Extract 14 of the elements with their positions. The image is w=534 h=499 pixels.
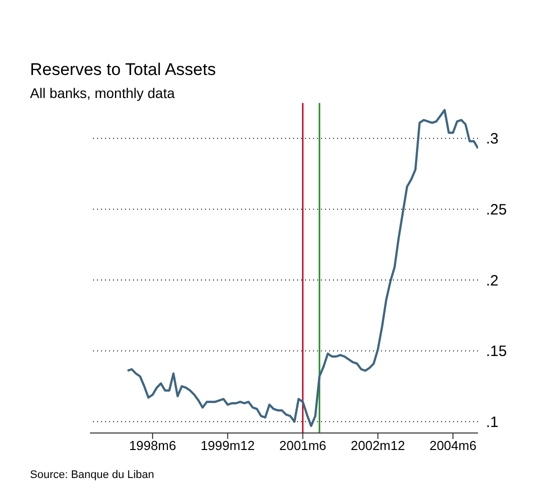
y-tick-label: .15 xyxy=(486,343,507,360)
line-series xyxy=(126,108,478,428)
x-tick-label: 2002m12 xyxy=(350,438,405,454)
source-note: Source: Banque du Liban xyxy=(30,469,154,481)
y-tick-label: .3 xyxy=(486,130,499,148)
x-tick-label: 2001m6 xyxy=(279,438,326,454)
chart-title: Reserves to Total Assets xyxy=(30,60,216,80)
y-tick-label: .25 xyxy=(486,202,507,219)
x-tick-label: 1999m12 xyxy=(200,438,255,454)
chart-subtitle: All banks, monthly data xyxy=(30,85,175,101)
x-tick-label: 1998m6 xyxy=(129,438,176,454)
y-tick-label: .2 xyxy=(486,272,499,290)
x-tick-label: 2004m6 xyxy=(429,438,476,454)
y-tick-label: .1 xyxy=(486,414,499,431)
